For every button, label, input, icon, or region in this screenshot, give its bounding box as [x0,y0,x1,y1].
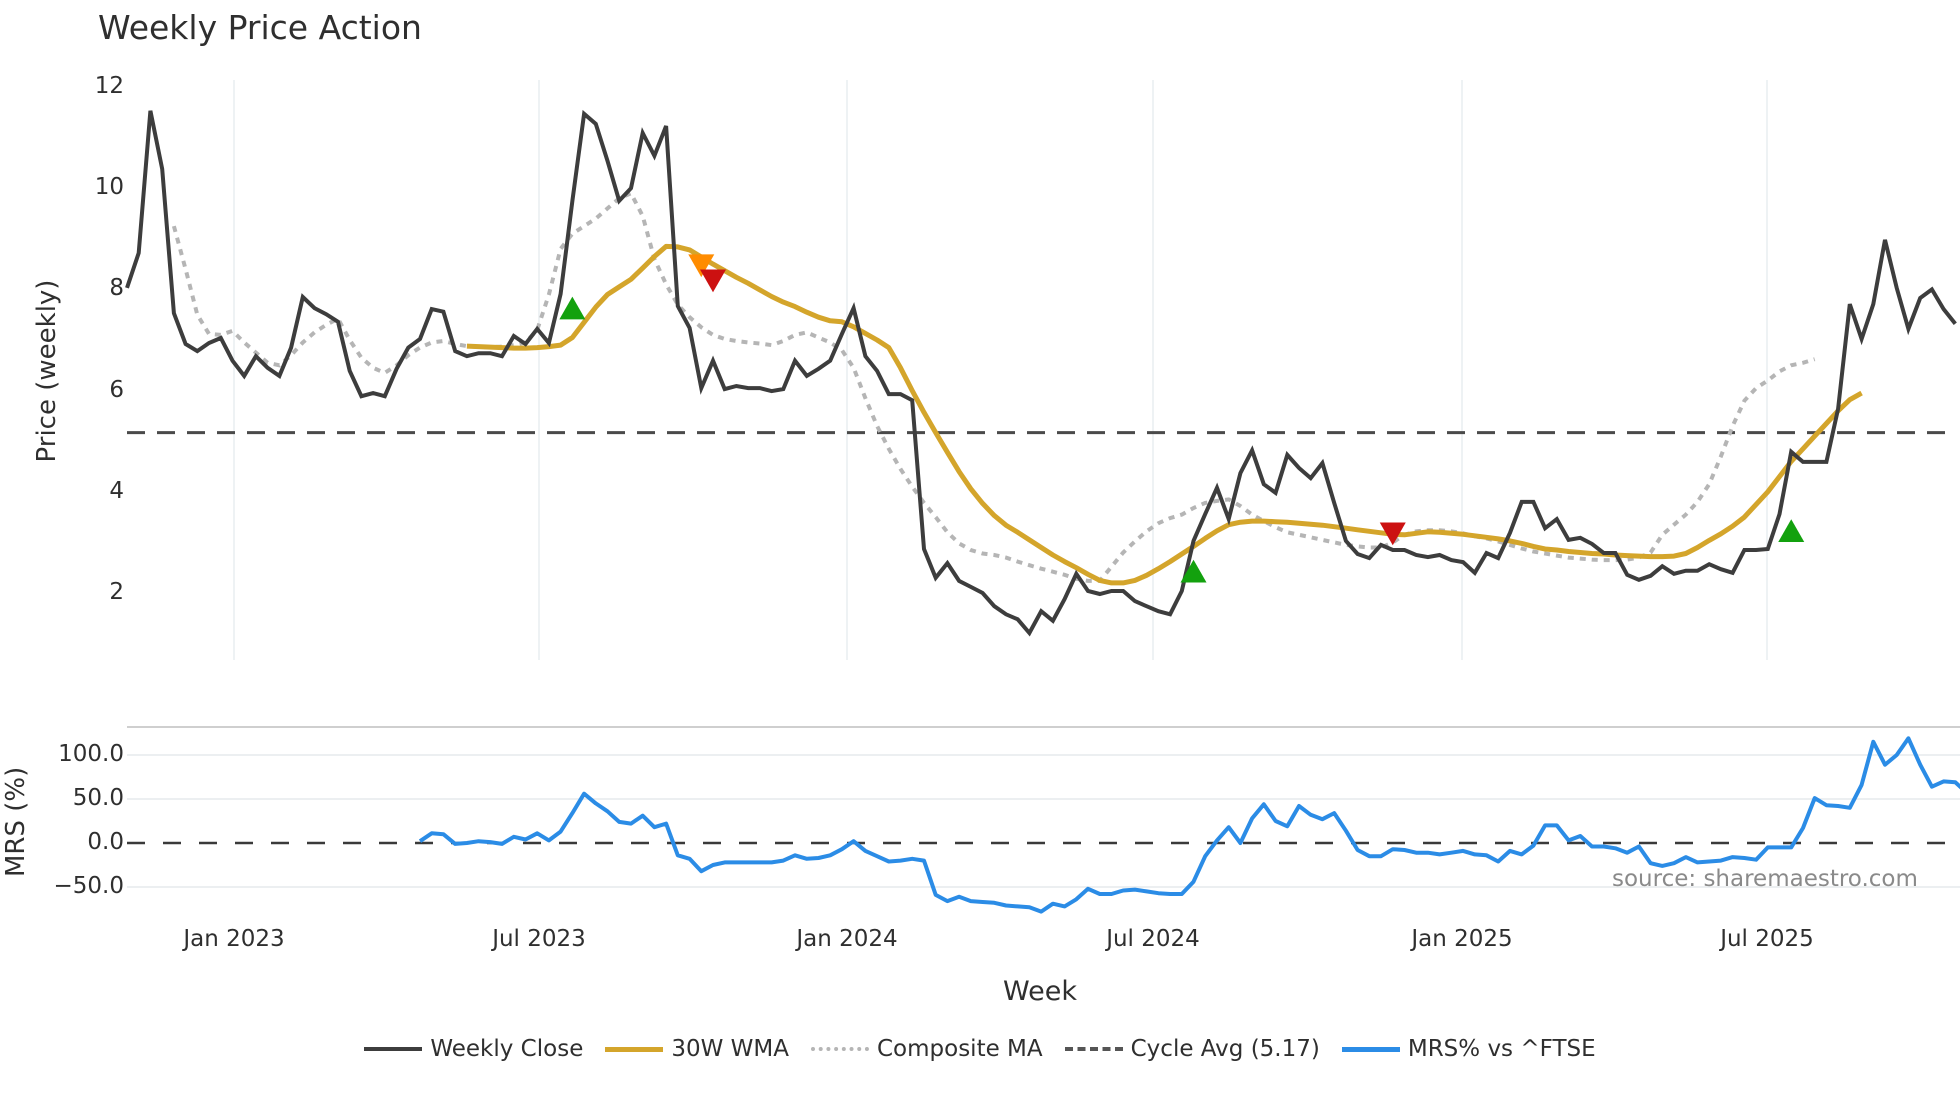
price-tick-label: 8 [109,275,124,302]
legend-label: Weekly Close [430,1036,584,1062]
legend-item-weekly-close[interactable]: Weekly Close [364,1036,583,1062]
legend: Weekly Close 30W WMA Composite MA Cycle … [0,1036,1960,1062]
price-tick-label: 4 [109,477,124,504]
buy-signal-marker-icon [1778,519,1805,543]
price-gridlines [233,80,1768,660]
signal-markers [559,254,1805,583]
mrs-axis-label: MRS (%) [1,766,31,877]
legend-label: 30W WMA [671,1036,789,1062]
legend-label: Cycle Avg (5.17) [1130,1036,1320,1062]
price-tick-label: 6 [109,376,124,403]
legend-item-cycle-avg[interactable]: Cycle Avg (5.17) [1064,1036,1320,1062]
composite-ma-line [171,190,1816,583]
price-tick-label: 2 [109,579,124,605]
buy-signal-marker-icon [559,296,586,320]
legend-swatch-icon [364,1047,423,1051]
mrs-tick-label: 0.0 [87,829,124,855]
chart-title: Weekly Price Action [98,8,422,47]
legend-swatch-icon [605,1046,664,1052]
legend-swatch-icon [810,1047,869,1051]
sell-signal-marker-icon [1379,522,1406,546]
x-axis-label: Week [1003,976,1077,1007]
mrs-line [418,736,1960,914]
x-tick-label: Jan 2024 [796,926,898,952]
price-tick-label: 12 [94,73,124,99]
weekly-close-line [125,109,1957,637]
x-tick-label: Jan 2025 [1411,926,1513,952]
price-axis-label: Price (weekly) [32,279,62,463]
mrs-tick-label: −50.0 [53,873,124,899]
legend-item-composite-ma[interactable]: Composite MA [810,1036,1043,1062]
buy-signal-marker-icon [1180,559,1207,583]
mrs-tick-label: 100.0 [58,741,124,767]
x-tick-label: Jul 2025 [1720,926,1814,952]
legend-item-mrs[interactable]: MRS% vs ^FTSE [1341,1036,1596,1062]
legend-swatch-icon [1064,1047,1123,1051]
x-tick-label: Jan 2023 [183,926,285,952]
price-tick-label: 10 [94,174,124,201]
legend-item-30w-wma[interactable]: 30W WMA [605,1036,789,1062]
sell-signal-marker-icon [700,269,726,293]
mrs-tick-label: 50.0 [72,785,124,811]
sell-signal-marker-icon [688,254,715,278]
x-tick-label: Jul 2023 [492,926,586,952]
x-tick-label: Jul 2024 [1106,926,1200,952]
mrs-gridlines [127,754,1960,888]
legend-swatch-icon [1341,1046,1400,1052]
legend-label: Composite MA [876,1036,1043,1062]
legend-label: MRS% vs ^FTSE [1407,1036,1596,1062]
source-note: source: sharemaestro.com [1612,866,1918,892]
